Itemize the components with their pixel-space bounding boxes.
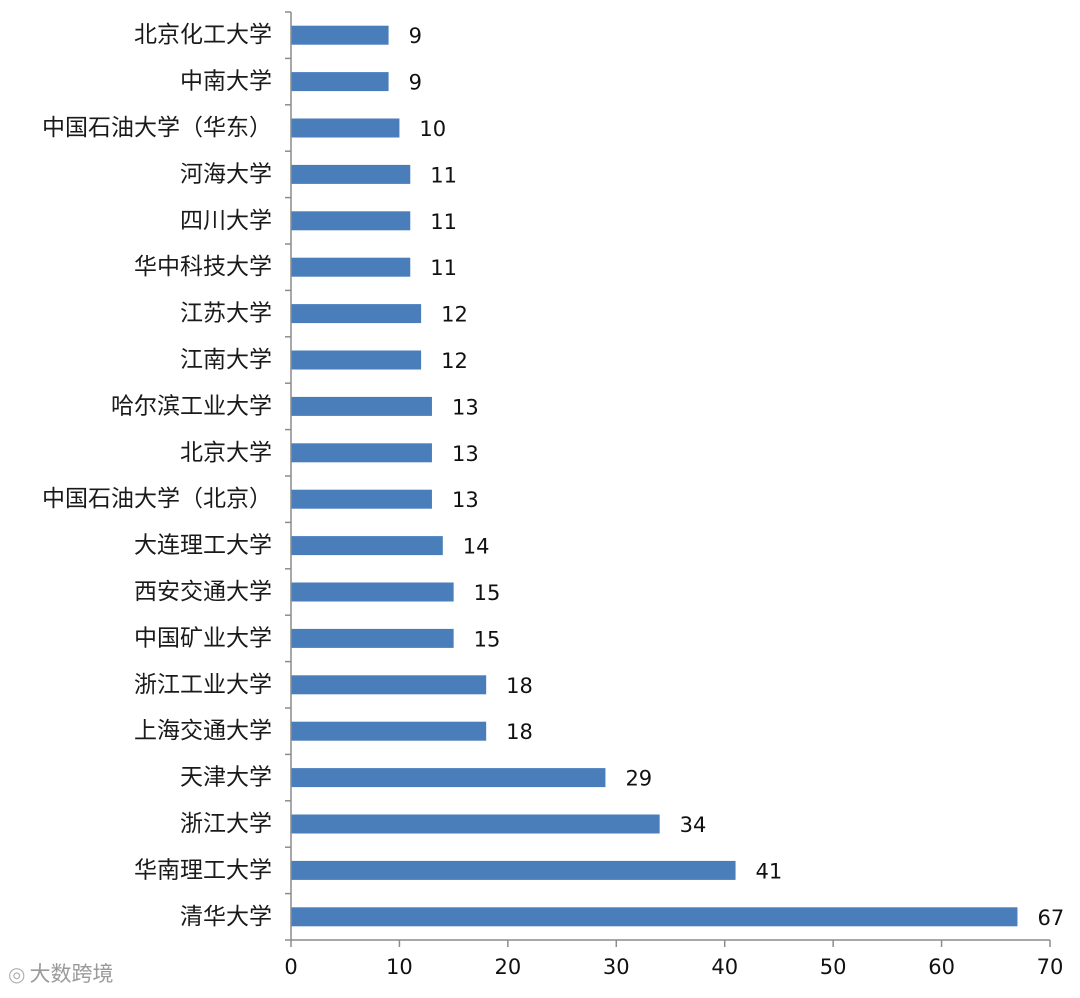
data-label: 9 (409, 24, 422, 48)
x-tick-label: 70 (1037, 955, 1064, 979)
watermark-text: 大数跨境 (29, 962, 114, 986)
bars-group (291, 25, 1018, 927)
data-label: 12 (441, 349, 468, 373)
bar (291, 350, 422, 370)
data-label: 11 (430, 256, 457, 280)
category-label: 清华大学 (180, 904, 272, 930)
category-label: 天津大学 (180, 765, 272, 791)
category-label: 浙江工业大学 (134, 672, 272, 698)
data-label: 12 (441, 303, 468, 327)
bar (291, 675, 487, 695)
axes-group: 0 10 20 30 40 50 60 70 (284, 11, 1064, 979)
category-label: 中南大学 (180, 69, 272, 95)
bar (291, 304, 422, 324)
category-label: 西安交通大学 (134, 579, 272, 605)
bar (291, 628, 454, 648)
bar (291, 860, 736, 880)
bar (291, 489, 432, 509)
watermark: ◎ 大数跨境 (8, 958, 113, 988)
x-tick-label: 50 (820, 955, 847, 979)
x-tick-label: 10 (386, 955, 413, 979)
category-label: 大连理工大学 (134, 533, 272, 559)
data-label: 13 (452, 488, 479, 512)
bar (291, 164, 411, 184)
data-label: 18 (506, 674, 533, 698)
category-label: 哈尔滨工业大学 (111, 393, 272, 419)
bar (291, 582, 454, 602)
bar (291, 118, 400, 138)
bar (291, 257, 411, 277)
bar (291, 443, 432, 463)
x-tick-label: 30 (603, 955, 630, 979)
category-label: 华南理工大学 (134, 857, 272, 883)
category-label: 中国石油大学（北京） (42, 486, 272, 512)
data-label: 15 (474, 627, 501, 651)
bar (291, 211, 411, 231)
bar (291, 396, 432, 416)
bar (291, 814, 660, 834)
category-label: 河海大学 (180, 161, 272, 187)
data-label: 41 (756, 859, 783, 883)
weibo-logo-icon: ◎ (8, 962, 26, 986)
category-label: 四川大学 (180, 208, 272, 234)
category-label: 江南大学 (180, 347, 272, 373)
bar (291, 721, 487, 741)
x-tick-label: 0 (284, 955, 297, 979)
bar (291, 768, 606, 788)
category-label: 北京大学 (180, 440, 272, 466)
data-label: 13 (452, 395, 479, 419)
category-label: 北京化工大学 (134, 22, 272, 48)
bar (291, 536, 443, 556)
category-label: 中国石油大学（华东） (42, 115, 272, 141)
bar (291, 907, 1018, 927)
data-label: 29 (625, 767, 652, 791)
category-label: 华中科技大学 (134, 254, 272, 280)
category-labels: 清华大学 华南理工大学 浙江大学 天津大学 上海交通大学浙江工业大学中国矿业大学西安交通… (42, 22, 272, 930)
bar (291, 72, 389, 92)
data-label: 67 (1037, 906, 1064, 930)
x-tick-label: 60 (928, 955, 955, 979)
data-label: 18 (506, 720, 533, 744)
category-label: 江苏大学 (180, 301, 272, 327)
data-label: 11 (430, 210, 457, 234)
data-label: 15 (474, 581, 501, 605)
x-tick-label: 40 (711, 955, 738, 979)
category-label: 上海交通大学 (134, 718, 272, 744)
data-label: 34 (680, 813, 707, 837)
category-label: 中国矿业大学 (134, 625, 272, 651)
category-label: 浙江大学 (180, 811, 272, 837)
x-tick-label: 20 (494, 955, 521, 979)
bar (291, 25, 389, 45)
data-label: 13 (452, 442, 479, 466)
data-label: 9 (409, 71, 422, 95)
data-label: 11 (430, 163, 457, 187)
data-label: 14 (463, 535, 490, 559)
data-label: 10 (419, 117, 446, 141)
